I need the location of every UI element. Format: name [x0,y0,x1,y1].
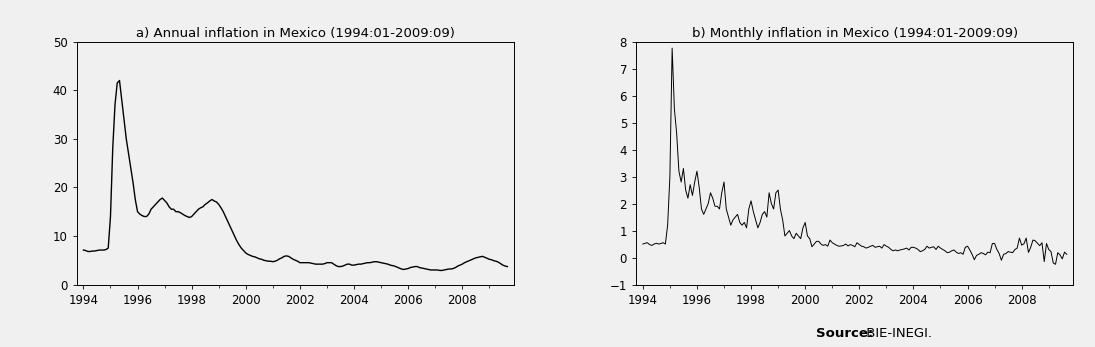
Title: b) Monthly inflation in Mexico (1994:01-2009:09): b) Monthly inflation in Mexico (1994:01-… [692,27,1017,41]
Text: BIE-INEGI.: BIE-INEGI. [862,327,932,340]
Text: Source:: Source: [816,327,873,340]
Title: a) Annual inflation in Mexico (1994:01-2009:09): a) Annual inflation in Mexico (1994:01-2… [136,27,454,41]
